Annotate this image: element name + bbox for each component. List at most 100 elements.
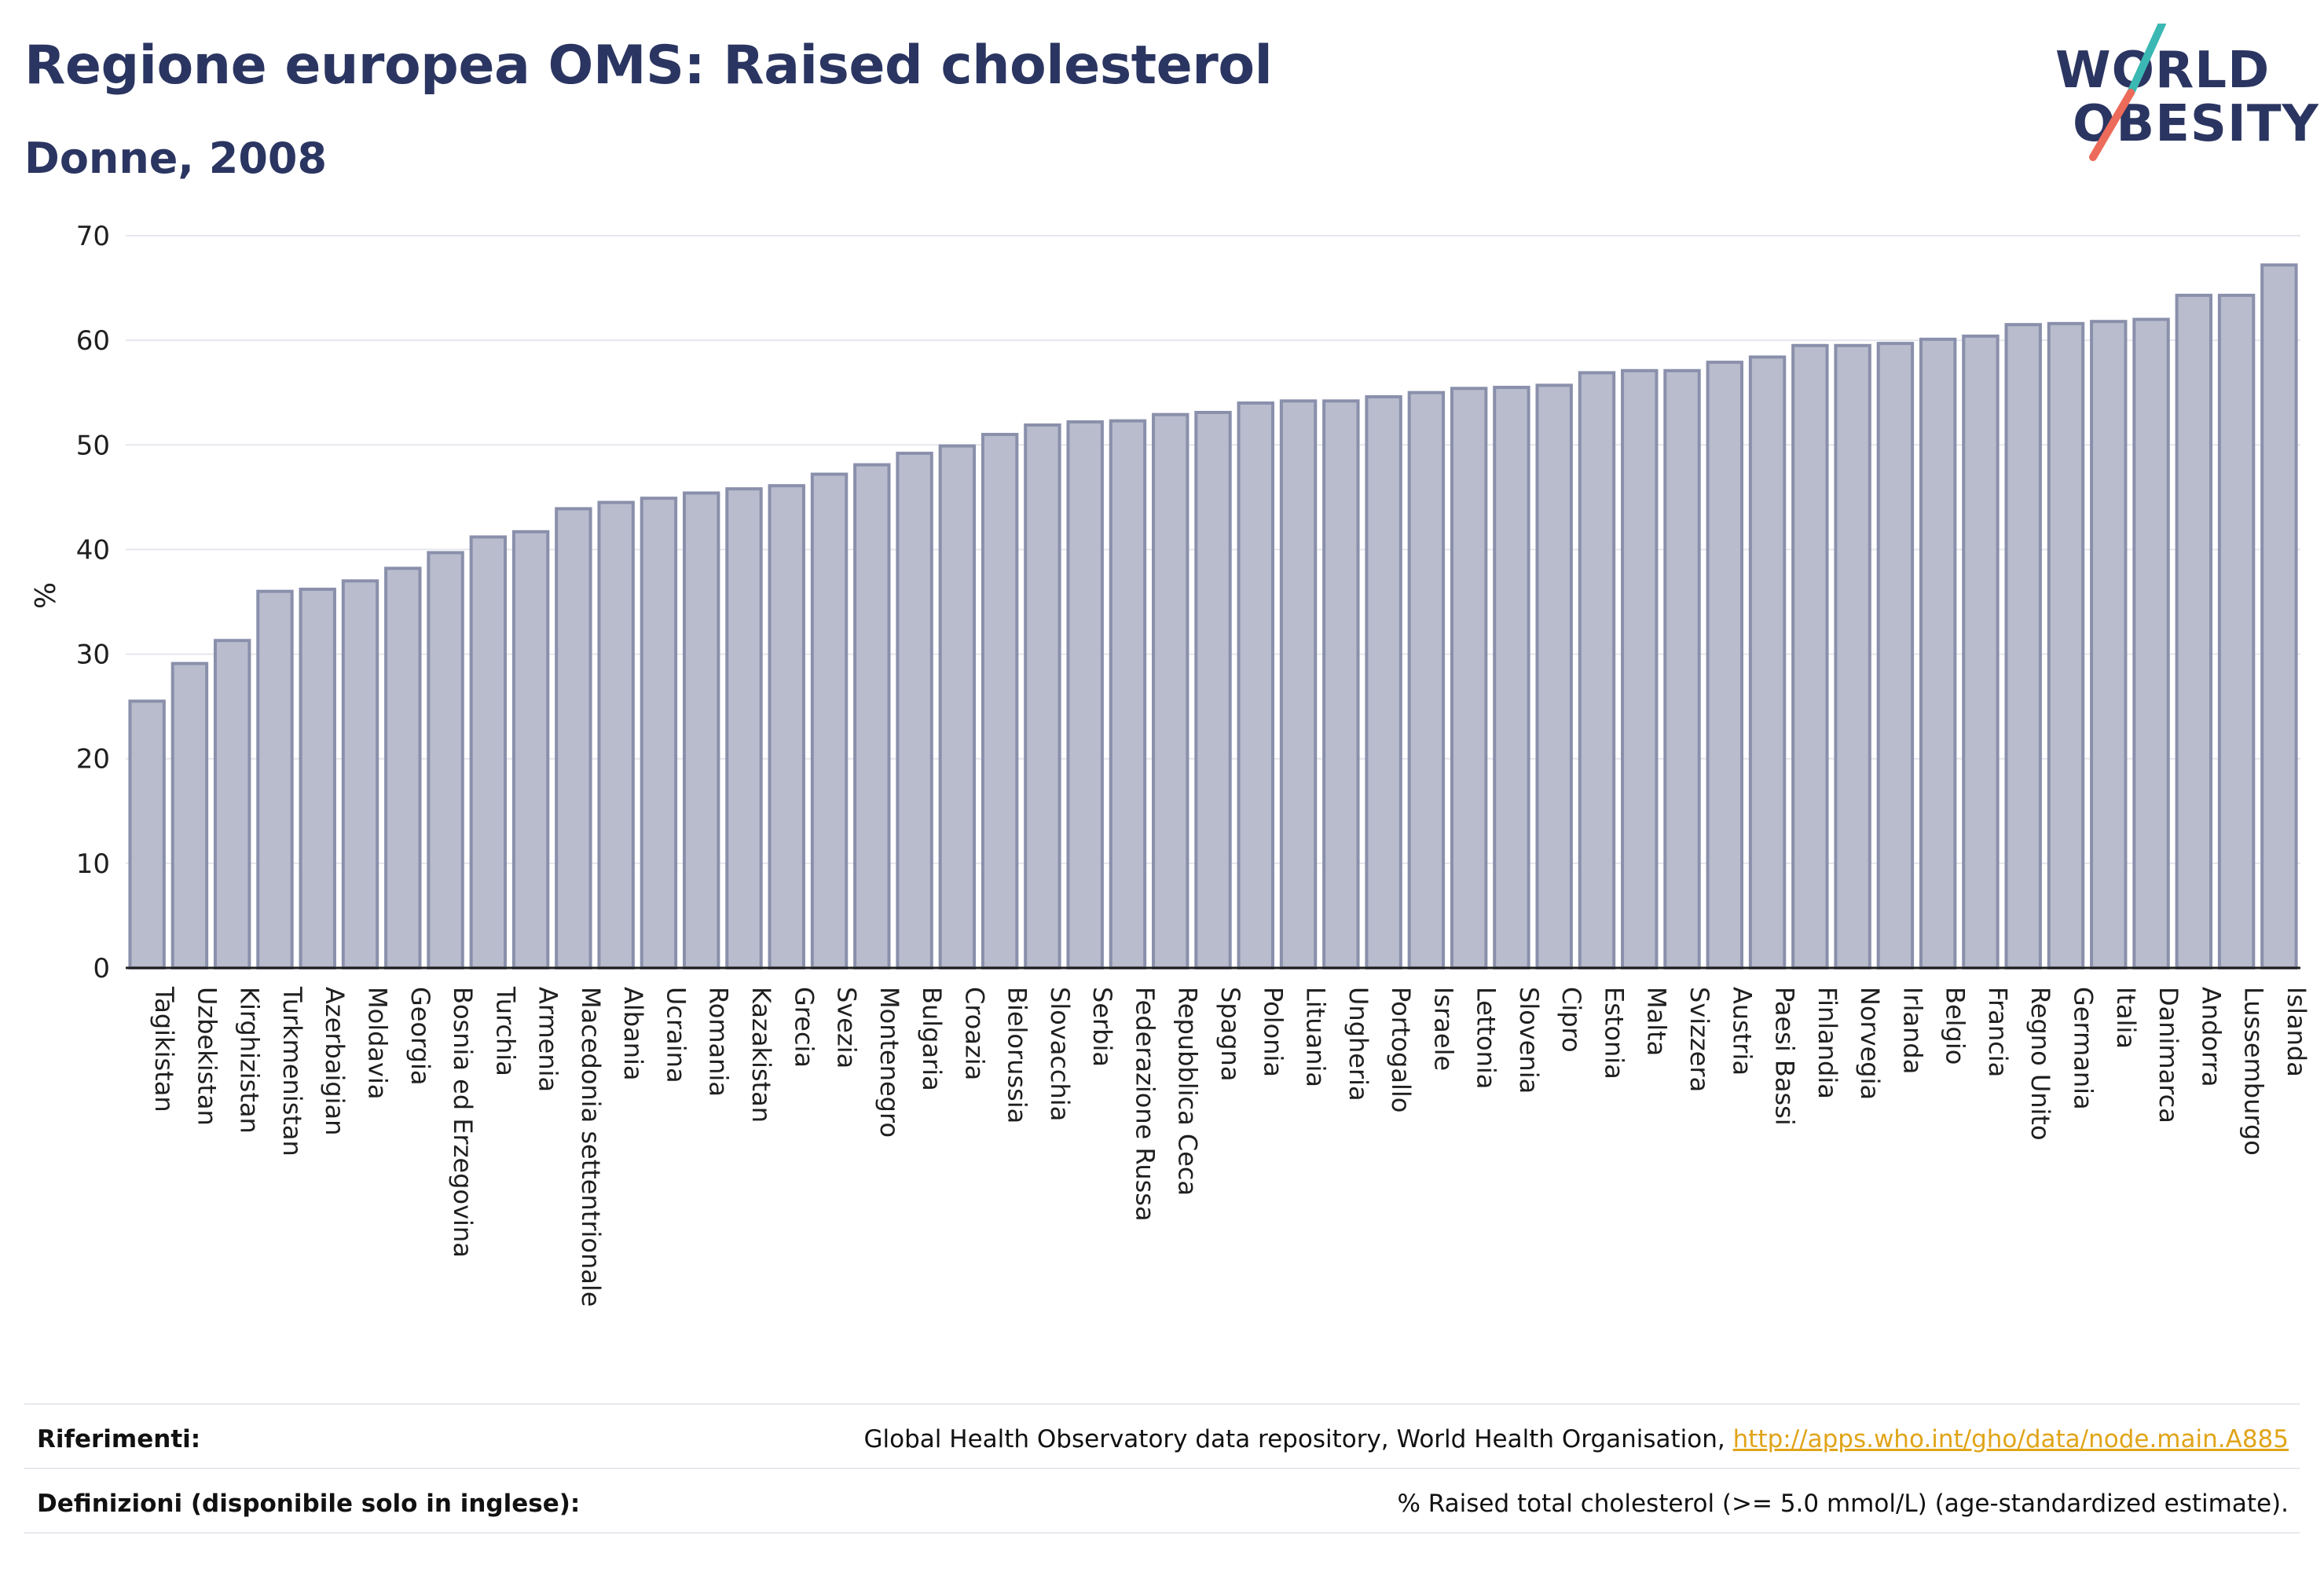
logo-slash-icon — [2089, 24, 2166, 161]
x-tick-label: Bielorussia — [1003, 987, 1032, 1123]
bar — [2047, 321, 2085, 969]
x-tick-label: Cipro — [1556, 987, 1586, 1053]
x-tick-label: Slovacchia — [1045, 987, 1075, 1121]
bars — [128, 263, 2298, 970]
x-tick-label: Danimarca — [2154, 987, 2183, 1123]
x-tick-label: Moldavia — [363, 987, 393, 1099]
bar — [1706, 361, 1744, 969]
chart-title: Regione europea OMS: Raised cholesterol — [24, 35, 1273, 97]
x-tick-label: Macedonia settentrionale — [576, 987, 606, 1307]
bar — [1066, 420, 1104, 969]
bar — [427, 551, 464, 969]
bar — [1407, 390, 1446, 969]
bar — [896, 451, 933, 969]
bar — [2260, 263, 2298, 969]
x-tick-label: Andorra — [2196, 987, 2226, 1087]
bar — [682, 491, 720, 969]
bar — [1493, 386, 1530, 969]
x-tick-label: Lituania — [1301, 987, 1331, 1087]
x-tick-label: Turkmenistan — [277, 986, 307, 1156]
bar — [1152, 412, 1189, 969]
y-tick-label: 50 — [76, 430, 110, 461]
bar — [853, 463, 891, 969]
x-tick-label: Ucraina — [661, 987, 691, 1083]
x-tick-label: Uzbekistan — [192, 987, 222, 1126]
x-tick-label: Israele — [1428, 987, 1458, 1071]
bar — [1279, 399, 1318, 969]
x-tick-label: Francia — [1983, 987, 2013, 1077]
x-tick-label: Regno Unito — [2025, 987, 2055, 1141]
logo-line-1: WORLD — [2055, 42, 2271, 100]
bar — [1450, 387, 1488, 970]
bar — [170, 662, 209, 969]
y-tick-label: 40 — [76, 534, 110, 566]
x-tick-label: Croazia — [959, 987, 989, 1080]
world-obesity-logo: WORLD OBESITY — [2043, 24, 2319, 165]
bar — [1621, 368, 1659, 969]
bar — [128, 699, 166, 969]
x-tick-label: Ungheria — [1343, 987, 1373, 1101]
references-link[interactable]: http://apps.who.int/gho/data/node.main.A… — [1732, 1425, 2289, 1453]
bar — [938, 444, 977, 969]
bar — [1791, 343, 1829, 969]
bar — [341, 579, 379, 969]
bar — [2090, 320, 2128, 970]
x-tick-label: Germania — [2068, 987, 2098, 1110]
x-tick-label: Irlanda — [1897, 987, 1927, 1074]
y-tick-label: 30 — [76, 640, 110, 671]
y-tick-label: 0 — [93, 953, 110, 984]
bar — [810, 472, 849, 969]
bar — [1237, 401, 1274, 969]
bar — [1322, 399, 1360, 969]
x-tick-label: Bulgaria — [917, 987, 947, 1091]
definitions-value: % Raised total cholesterol (>= 5.0 mmol/… — [1397, 1490, 2289, 1518]
x-tick-label: Repubblica Ceca — [1173, 987, 1203, 1196]
x-tick-label: Austria — [1727, 987, 1757, 1076]
x-tick-label: Georgia — [405, 987, 435, 1085]
bar — [1109, 419, 1147, 969]
x-tick-label: Bosnia ed Erzegovina — [448, 987, 478, 1258]
y-tick-label: 10 — [76, 848, 110, 880]
references-text: Global Health Observatory data repositor… — [863, 1425, 1733, 1453]
bar — [384, 566, 422, 969]
x-tick-label: Turchia — [490, 986, 520, 1076]
bar — [555, 507, 592, 969]
bar — [1024, 423, 1061, 969]
bar — [2004, 323, 2042, 969]
x-tick-label: Svizzera — [1684, 987, 1714, 1092]
bar — [2217, 293, 2256, 969]
y-tick-label: 60 — [76, 325, 110, 357]
bar — [2175, 293, 2213, 969]
bar — [511, 530, 550, 969]
x-tick-label: Svezia — [832, 987, 862, 1068]
bar — [299, 588, 336, 969]
bar — [256, 589, 294, 970]
x-tick-label: Armenia — [533, 987, 563, 1092]
bar — [213, 639, 251, 970]
footer-divider-middle — [24, 1468, 2300, 1469]
x-tick-label: Lussemburgo — [2239, 987, 2269, 1156]
bar-chart: 0 10 20 30 40 50 60 70 Tagikistan Uzbekistan Kirg… — [30, 221, 2311, 1307]
y-tick-label: 70 — [76, 221, 110, 252]
bar — [1748, 355, 1787, 969]
bar — [725, 487, 763, 969]
x-tick-label: Spagna — [1215, 987, 1245, 1081]
references-label: Riferimenti: — [37, 1425, 201, 1453]
x-tick-label: Islanda — [2282, 987, 2311, 1077]
chart-subtitle: Donne, 2008 — [24, 134, 328, 183]
x-tick-label: Norvegia — [1855, 987, 1885, 1100]
bar — [2132, 317, 2170, 969]
x-tick-label: Estonia — [1599, 987, 1629, 1079]
x-tick-label: Italia — [2111, 987, 2141, 1049]
bar — [1919, 337, 1957, 970]
y-axis-ticks: 0 10 20 30 40 50 60 70 — [76, 221, 110, 984]
bar — [1535, 383, 1573, 969]
bar — [1663, 368, 1701, 969]
x-tick-label: Paesi Bassi — [1770, 987, 1800, 1126]
x-tick-label: Lettonia — [1472, 987, 1501, 1089]
footer-divider-bottom — [24, 1532, 2300, 1534]
x-tick-label: Federazione Russa — [1130, 987, 1160, 1222]
x-tick-label: Serbia — [1087, 987, 1117, 1067]
bar — [640, 497, 678, 969]
x-tick-label: Tagikistan — [149, 986, 179, 1112]
